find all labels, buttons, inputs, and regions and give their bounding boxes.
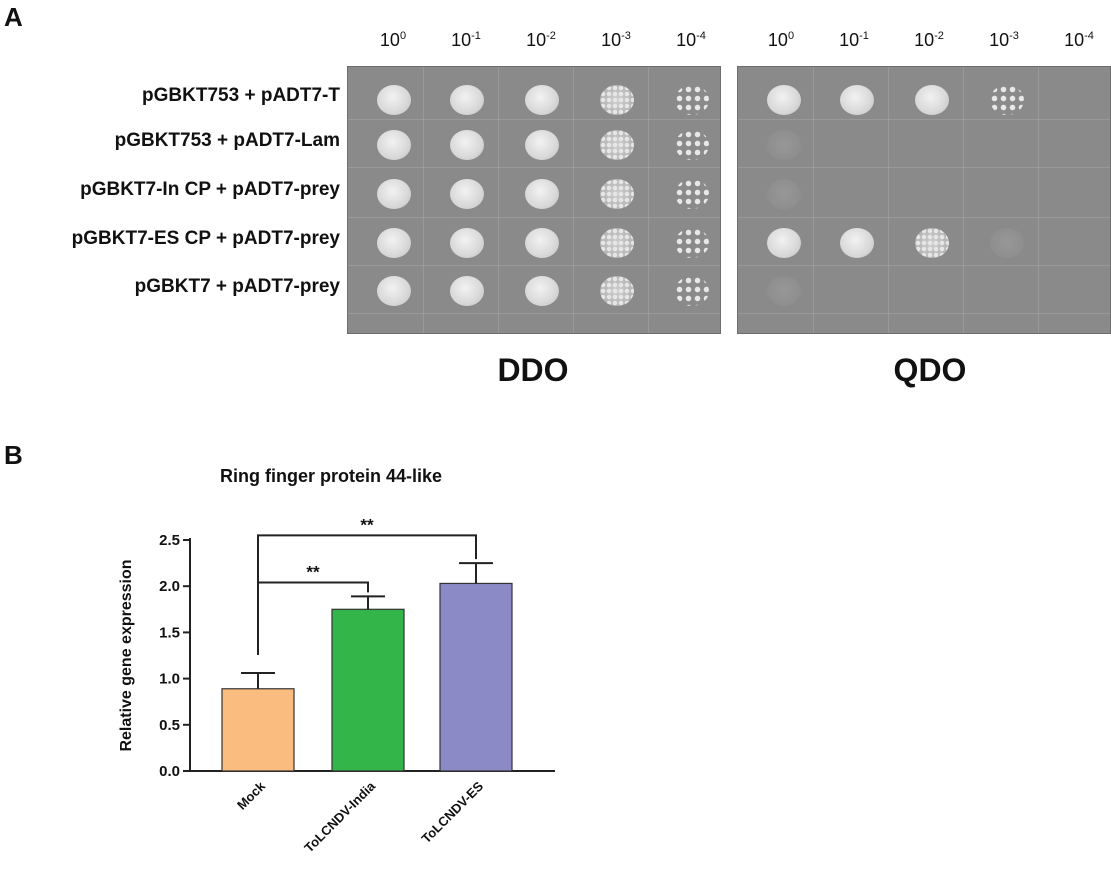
ddo-label: DDO [497, 352, 569, 388]
colony-spot [767, 276, 801, 306]
row-label: pGBKT7-In CP + pADT7-prey [80, 179, 340, 200]
y-tick-label: 1.0 [159, 671, 180, 688]
colony-spot [377, 130, 411, 160]
colony-spot [600, 228, 634, 258]
colony-spot [840, 228, 874, 258]
significance-label: ** [306, 563, 320, 582]
colony-spot [525, 85, 559, 115]
y-tick-label: 1.5 [159, 624, 180, 641]
colony-spot [450, 179, 484, 209]
colony-spot [525, 130, 559, 160]
colony-spot [525, 228, 559, 258]
colony-spot [767, 85, 801, 115]
colony-spot [767, 130, 801, 160]
dilution-label: 10-1 [839, 30, 869, 50]
colony-spot [600, 130, 634, 160]
bar-chart: 0.0 0.5 1.0 1.5 2.0 2.5 Relative gene expressi… [118, 515, 555, 855]
dilution-label: 10-3 [601, 30, 631, 50]
row-label: pGBKT7-ES CP + pADT7-prey [71, 228, 340, 249]
x-tick-label: Mock [234, 778, 269, 813]
x-tick-label: ToLCNDV-India [301, 778, 378, 855]
bar [221, 688, 295, 772]
bar [331, 608, 405, 772]
dilution-label: 10-4 [676, 30, 706, 50]
panel-b-letter: B [4, 440, 23, 470]
colony-spot [600, 85, 634, 115]
dilution-label: 10-1 [451, 30, 481, 50]
dilution-label: 10-4 [1064, 30, 1094, 50]
dilution-label: 10-3 [989, 30, 1019, 50]
colony-spot [377, 276, 411, 306]
colony-spot [915, 228, 949, 258]
colony-spot [675, 130, 709, 160]
chart-title: Ring finger protein 44-like [220, 466, 443, 486]
row-label: pGBKT753 + pADT7-T [142, 85, 340, 106]
x-tick-label: ToLCNDV-ES [418, 778, 486, 846]
y-tick-label: 2.0 [159, 578, 180, 595]
colony-spot [840, 85, 874, 115]
colony-spot [767, 179, 801, 209]
bar [439, 582, 513, 772]
y-axis-label: Relative gene expression [118, 559, 135, 751]
colony-spot [767, 228, 801, 258]
colony-spot [450, 228, 484, 258]
colony-spot [990, 85, 1024, 115]
row-label: pGBKT7 + pADT7-prey [134, 276, 340, 297]
qdo-plate [737, 66, 1111, 334]
panel-a-letter: A [4, 2, 23, 32]
y-tick-label: 0.0 [159, 763, 180, 780]
significance-bracket [257, 534, 477, 656]
colony-spot [600, 276, 634, 306]
dilution-label: 10-2 [526, 30, 556, 50]
colony-spot [377, 228, 411, 258]
colony-spot [525, 276, 559, 306]
colony-spot [675, 179, 709, 209]
colony-spot [450, 85, 484, 115]
colony-spot [377, 179, 411, 209]
colony-spot [450, 130, 484, 160]
dilution-label: 10-2 [914, 30, 944, 50]
colony-spot [675, 85, 709, 115]
colony-spot [525, 179, 559, 209]
dilution-label: 100 [767, 30, 795, 50]
colony-spot [990, 228, 1024, 258]
colony-spot [915, 85, 949, 115]
row-label: pGBKT753 + pADT7-Lam [114, 130, 340, 151]
colony-spot [450, 276, 484, 306]
y-tick-label: 2.5 [159, 532, 180, 549]
colony-spot [377, 85, 411, 115]
colony-spot [600, 179, 634, 209]
ddo-plate [347, 66, 721, 334]
significance-label: ** [360, 515, 374, 534]
colony-spot [675, 276, 709, 306]
colony-spot [675, 228, 709, 258]
qdo-label: QDO [893, 352, 967, 388]
y-tick-label: 0.5 [159, 717, 180, 734]
dilution-label: 100 [379, 30, 407, 50]
